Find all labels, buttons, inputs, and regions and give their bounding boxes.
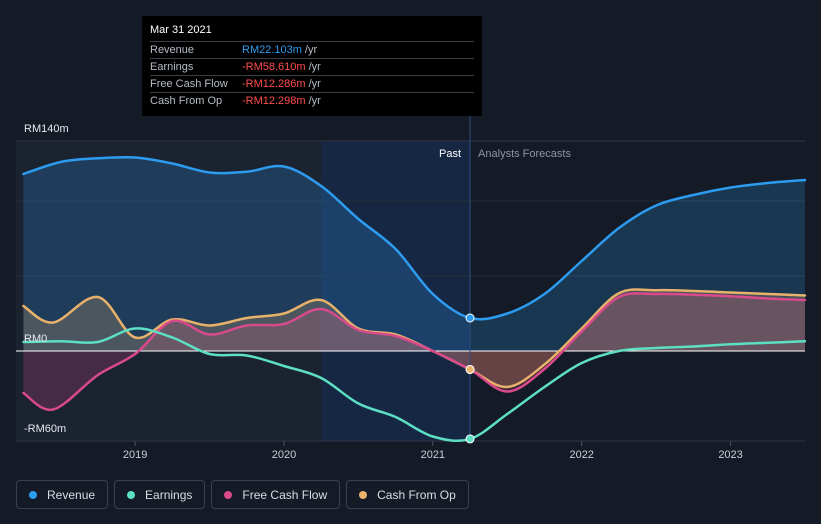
tooltip-unit: /yr xyxy=(308,78,321,90)
series-area-cash-from-op xyxy=(23,289,805,388)
x-tick-label: 2023 xyxy=(718,449,742,461)
revenue-dot-icon xyxy=(29,490,37,499)
marker-revenue xyxy=(465,313,475,323)
highlight-region xyxy=(321,141,471,441)
tooltip-value: RM22.103m xyxy=(242,44,302,56)
tooltip-unit: /yr xyxy=(308,95,321,107)
cash-from-op-dot-icon xyxy=(359,490,368,499)
chart-legend: Revenue Earnings Free Cash Flow Cash Fro… xyxy=(16,480,475,509)
x-tick-label: 2021 xyxy=(421,449,445,461)
tooltip-unit: /yr xyxy=(304,44,318,56)
tooltip-row-free-cash-flow: Free Cash Flow -RM12.286m /yr xyxy=(150,75,474,92)
legend-label: Cash From Op xyxy=(377,487,456,502)
series-line-earnings xyxy=(22,327,807,443)
y-tick-label: RM140m xyxy=(24,123,69,135)
tooltip-label: Earnings xyxy=(150,61,194,73)
tooltip-unit: /yr xyxy=(308,61,321,73)
tooltip-value: -RM58.610m xyxy=(242,61,306,73)
tooltip-row-earnings: Earnings -RM58.610m /yr xyxy=(150,58,474,75)
past-label: Past xyxy=(439,148,461,160)
y-tick-label: RM0 xyxy=(24,333,47,345)
tooltip-row-cash-from-op: Cash From Op -RM12.298m /yr xyxy=(150,92,474,109)
series-line-free-cash-flow xyxy=(22,292,807,412)
free-cash-flow-dot-icon xyxy=(224,490,233,499)
marker-earnings xyxy=(465,434,475,444)
legend-item-cash-from-op[interactable]: Cash From Op xyxy=(346,480,469,509)
tooltip-value: -RM12.298m xyxy=(242,95,306,107)
x-tick-label: 2020 xyxy=(272,449,296,461)
earnings-dot-icon xyxy=(127,490,136,499)
legend-label: Revenue xyxy=(47,487,96,502)
legend-item-free-cash-flow[interactable]: Free Cash Flow xyxy=(211,480,341,509)
x-tick-label: 2022 xyxy=(569,449,593,461)
tooltip-label: Free Cash Flow xyxy=(150,78,228,90)
chart-tooltip: Mar 31 2021 Revenue RM22.103m /yr Earnin… xyxy=(142,16,482,116)
marker-cash-from-op xyxy=(465,364,475,374)
legend-label: Free Cash Flow xyxy=(242,487,328,502)
x-tick-label: 2019 xyxy=(123,449,147,461)
tooltip-row-revenue: Revenue RM22.103m /yr xyxy=(150,41,474,58)
y-tick-label: -RM60m xyxy=(24,423,66,435)
legend-item-revenue[interactable]: Revenue xyxy=(16,480,109,509)
forecast-label: Analysts Forecasts xyxy=(478,148,571,160)
chart-canvas: RM140m RM0 -RM60m 2019 2020 2021 2022 2023 Past A… xyxy=(16,116,807,461)
tooltip-value: -RM12.286m xyxy=(242,78,306,90)
series-area-free-cash-flow xyxy=(23,293,805,410)
tooltip-date: Mar 31 2021 xyxy=(150,24,212,36)
legend-label: Earnings xyxy=(145,487,193,502)
legend-item-earnings[interactable]: Earnings xyxy=(114,480,206,509)
tooltip-label: Revenue xyxy=(150,44,195,56)
series-line-revenue xyxy=(22,155,807,321)
tooltip-label: Cash From Op xyxy=(150,95,223,107)
